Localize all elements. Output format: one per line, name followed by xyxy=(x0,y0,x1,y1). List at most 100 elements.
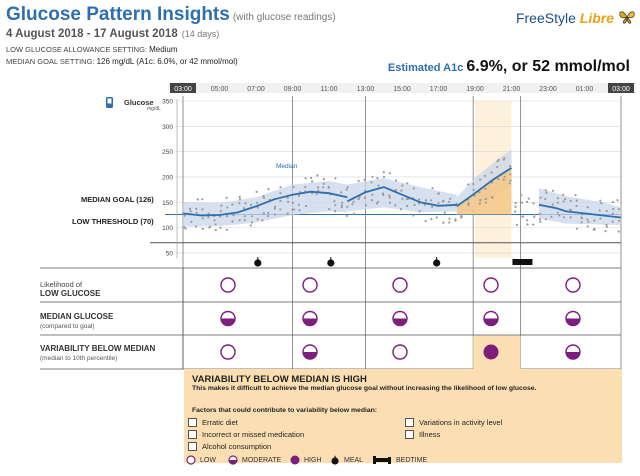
legend-high: HIGH xyxy=(290,455,322,465)
reading-dot xyxy=(377,184,380,187)
reading-dot xyxy=(334,204,337,207)
reading-dot xyxy=(556,211,559,214)
reading-dot xyxy=(243,215,246,218)
reading-dot xyxy=(449,197,452,200)
bed-icon xyxy=(373,456,391,464)
time-tick-box xyxy=(170,83,196,93)
reading-dot xyxy=(190,220,193,223)
moderate-fill xyxy=(566,352,580,359)
high-circle-icon xyxy=(483,344,499,360)
factor-checkbox[interactable] xyxy=(188,418,197,427)
reading-dot xyxy=(357,198,360,201)
reading-dot xyxy=(244,202,247,205)
reading-dot xyxy=(551,203,554,206)
reading-dot xyxy=(243,219,246,222)
reading-dot xyxy=(497,177,500,181)
factor-checkbox[interactable] xyxy=(188,430,197,439)
reading-dot xyxy=(279,199,282,202)
reading-dot xyxy=(261,219,264,222)
reading-dot xyxy=(352,200,355,203)
reading-dot xyxy=(478,202,481,205)
factor-label: Illness xyxy=(419,430,441,439)
reading-dot xyxy=(352,212,355,215)
x-tick-label: 17:00 xyxy=(430,86,448,93)
reading-dot xyxy=(575,227,579,230)
reading-dot xyxy=(526,223,529,226)
insight-grid xyxy=(40,267,621,370)
legend-moderate-label: MODERATE xyxy=(242,456,282,464)
legend-low-label: LOW xyxy=(200,456,216,464)
reading-dot xyxy=(423,203,426,206)
reading-dot xyxy=(564,198,567,201)
reading-dot xyxy=(279,192,282,195)
reading-dot xyxy=(201,208,204,211)
low-allowance-setting: LOW GLUCOSE ALLOWANCE SETTING: Medium xyxy=(6,45,178,54)
reading-dot xyxy=(467,203,470,207)
reading-dot xyxy=(574,194,577,197)
reading-dot xyxy=(412,187,415,190)
factor-checkbox[interactable] xyxy=(188,442,197,451)
low-circle-icon xyxy=(392,277,408,293)
reading-dot xyxy=(406,182,409,185)
y-tick-label: 50 xyxy=(166,250,174,257)
reading-dot xyxy=(322,178,325,181)
reading-dot xyxy=(183,214,186,217)
variability-alert xyxy=(184,369,622,463)
reading-dot xyxy=(484,187,487,190)
x-tick-label: 23:00 xyxy=(539,86,557,93)
sensor-icon xyxy=(106,97,113,108)
reading-dot xyxy=(388,196,391,199)
reading-dot xyxy=(424,220,427,223)
reading-dot xyxy=(196,198,199,201)
factor-checkbox[interactable] xyxy=(405,418,414,427)
apple-icon xyxy=(433,259,441,267)
reading-dot xyxy=(292,208,296,211)
reading-dot xyxy=(346,205,349,208)
reading-dot xyxy=(208,226,211,229)
reading-dot xyxy=(515,223,519,226)
low-allowance-value: Medium xyxy=(149,45,178,54)
legend-meal: MEAL xyxy=(330,455,363,465)
reading-dot xyxy=(262,195,265,198)
row-label-median-glucose-sub: (compared to goal) xyxy=(40,323,95,330)
chart-band xyxy=(183,149,621,227)
reading-dot xyxy=(256,206,259,209)
low-allowance-label: LOW GLUCOSE ALLOWANCE SETTING: xyxy=(6,45,147,54)
reading-dot xyxy=(213,219,216,222)
apple-stem xyxy=(330,257,332,260)
reading-dot xyxy=(388,194,391,197)
reading-dot xyxy=(286,212,289,215)
reading-dot xyxy=(201,227,204,230)
reading-dot xyxy=(322,186,325,189)
reading-dot xyxy=(587,220,590,223)
reading-dot xyxy=(249,203,253,206)
factor-item: Variations in activity level xyxy=(405,418,502,427)
factor-item: Incorrect or missed medication xyxy=(188,430,304,439)
reading-dot xyxy=(340,206,343,209)
reading-dot xyxy=(297,203,300,206)
row-label-variability-sub: (median to 10th percentile) xyxy=(40,355,118,362)
reading-dot xyxy=(298,209,301,212)
reading-dot xyxy=(509,165,512,168)
reading-dot xyxy=(201,198,204,201)
reading-dot xyxy=(188,207,192,210)
reading-dot xyxy=(580,217,583,220)
apple-stem xyxy=(257,257,259,260)
reading-dot xyxy=(503,175,506,178)
reading-dot xyxy=(297,194,301,197)
median-series-label: Median xyxy=(276,163,298,170)
reading-dot xyxy=(479,178,482,181)
reading-dot xyxy=(611,212,615,215)
reading-dot xyxy=(346,186,349,189)
factor-checkbox[interactable] xyxy=(405,430,414,439)
butterfly-icon xyxy=(619,11,635,24)
x-tick-label: 09:00 xyxy=(284,86,302,93)
reading-dot xyxy=(580,221,583,224)
reading-dot xyxy=(267,215,270,218)
reading-dot xyxy=(514,210,517,213)
reading-dot xyxy=(388,201,392,204)
reading-dot xyxy=(586,225,589,228)
x-tick-label: 07:00 xyxy=(247,86,265,93)
reading-dot xyxy=(478,191,481,194)
reading-dot xyxy=(437,202,440,205)
